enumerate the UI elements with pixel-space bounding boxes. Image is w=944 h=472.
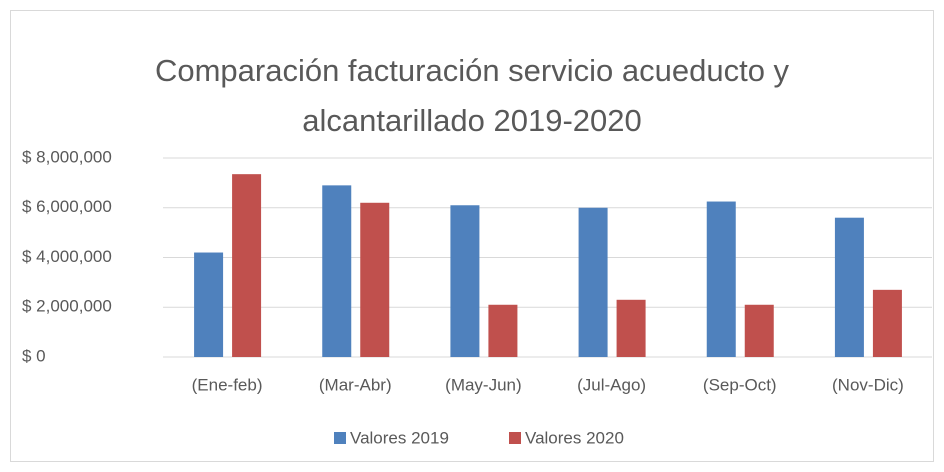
x-tick-label: (Mar-Abr)	[319, 375, 392, 394]
x-tick-label: (Jul-Ago)	[577, 375, 646, 394]
bar	[194, 252, 224, 357]
bar	[450, 205, 480, 357]
bar	[322, 185, 352, 357]
bar	[488, 304, 518, 357]
bar	[616, 299, 646, 357]
bar	[578, 207, 608, 357]
bar	[834, 217, 864, 357]
y-tick-label: $ 0	[22, 346, 46, 365]
x-tick-label: (Sep-Oct)	[703, 375, 777, 394]
x-tick-label: (Ene-feb)	[192, 375, 263, 394]
y-tick-label: $ 6,000,000	[22, 197, 112, 216]
bar	[872, 289, 902, 357]
x-tick-label: (Nov-Dic)	[832, 375, 904, 394]
legend-swatch	[334, 432, 346, 444]
legend-label: Valores 2019	[350, 428, 449, 447]
y-tick-label: $ 2,000,000	[22, 297, 112, 316]
chart-title: Comparación facturación servicio acueduc…	[154, 53, 790, 138]
bar	[360, 202, 390, 357]
bar	[232, 174, 262, 357]
bar	[706, 201, 736, 357]
bar	[744, 304, 774, 357]
y-tick-label: $ 8,000,000	[22, 147, 112, 166]
x-tick-label: (May-Jun)	[445, 375, 522, 394]
y-tick-label: $ 4,000,000	[22, 247, 112, 266]
legend-swatch	[509, 432, 521, 444]
legend-label: Valores 2020	[525, 428, 624, 447]
